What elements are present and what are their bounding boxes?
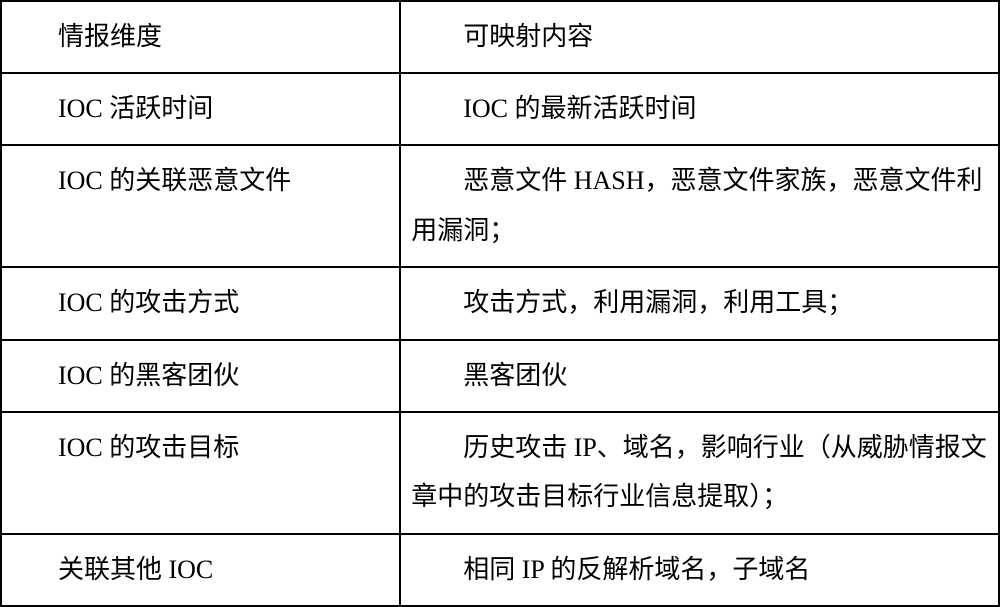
header-label-content: 可映射内容 [411,12,988,61]
cell-text: 相同 IP 的反解析域名，子域名 [411,545,988,594]
cell-dimension: IOC 的黑客团伙 [1,340,400,412]
table-header-row: 情报维度 可映射内容 [1,1,999,73]
table-row: 关联其他 IOC 相同 IP 的反解析域名，子域名 [1,534,999,606]
cell-content: 攻击方式，利用漏洞，利用工具； [400,267,999,339]
header-label-dimension: 情报维度 [58,12,389,61]
table-row: IOC 的关联恶意文件 恶意文件 HASH，恶意文件家族，恶意文件利用漏洞； [1,145,999,267]
cell-content: IOC 的最新活跃时间 [400,73,999,145]
cell-text: IOC 的攻击方式 [58,278,389,327]
table-row: IOC 的攻击方式 攻击方式，利用漏洞，利用工具； [1,267,999,339]
cell-content: 历史攻击 IP、域名，影响行业（从威胁情报文章中的攻击目标行业信息提取）； [400,412,999,534]
table-row: IOC 的黑客团伙 黑客团伙 [1,340,999,412]
header-cell-content: 可映射内容 [400,1,999,73]
cell-dimension: IOC 的关联恶意文件 [1,145,400,267]
cell-content: 相同 IP 的反解析域名，子域名 [400,534,999,606]
cell-text: 攻击方式，利用漏洞，利用工具； [411,278,988,327]
cell-text: IOC 的关联恶意文件 [58,156,389,205]
ioc-mapping-table: 情报维度 可映射内容 IOC 活跃时间 IOC 的最新活跃时间 IOC 的关联恶… [0,0,1000,607]
cell-content: 恶意文件 HASH，恶意文件家族，恶意文件利用漏洞； [400,145,999,267]
cell-text: IOC 的黑客团伙 [58,351,389,400]
cell-text: IOC 活跃时间 [58,84,389,133]
table-row: IOC 的攻击目标 历史攻击 IP、域名，影响行业（从威胁情报文章中的攻击目标行… [1,412,999,534]
cell-text: 恶意文件 HASH，恶意文件家族，恶意文件利用漏洞； [411,156,988,255]
cell-content: 黑客团伙 [400,340,999,412]
table-row: IOC 活跃时间 IOC 的最新活跃时间 [1,73,999,145]
cell-text: IOC 的攻击目标 [58,423,389,472]
cell-dimension: 关联其他 IOC [1,534,400,606]
cell-text: IOC 的最新活跃时间 [411,84,988,133]
cell-text: 历史攻击 IP、域名，影响行业（从威胁情报文章中的攻击目标行业信息提取）； [411,423,988,522]
cell-dimension: IOC 的攻击目标 [1,412,400,534]
cell-dimension: IOC 活跃时间 [1,73,400,145]
ioc-mapping-table-container: 情报维度 可映射内容 IOC 活跃时间 IOC 的最新活跃时间 IOC 的关联恶… [0,0,1000,607]
header-cell-dimension: 情报维度 [1,1,400,73]
cell-text: 黑客团伙 [411,351,988,400]
cell-dimension: IOC 的攻击方式 [1,267,400,339]
cell-text: 关联其他 IOC [58,545,389,594]
